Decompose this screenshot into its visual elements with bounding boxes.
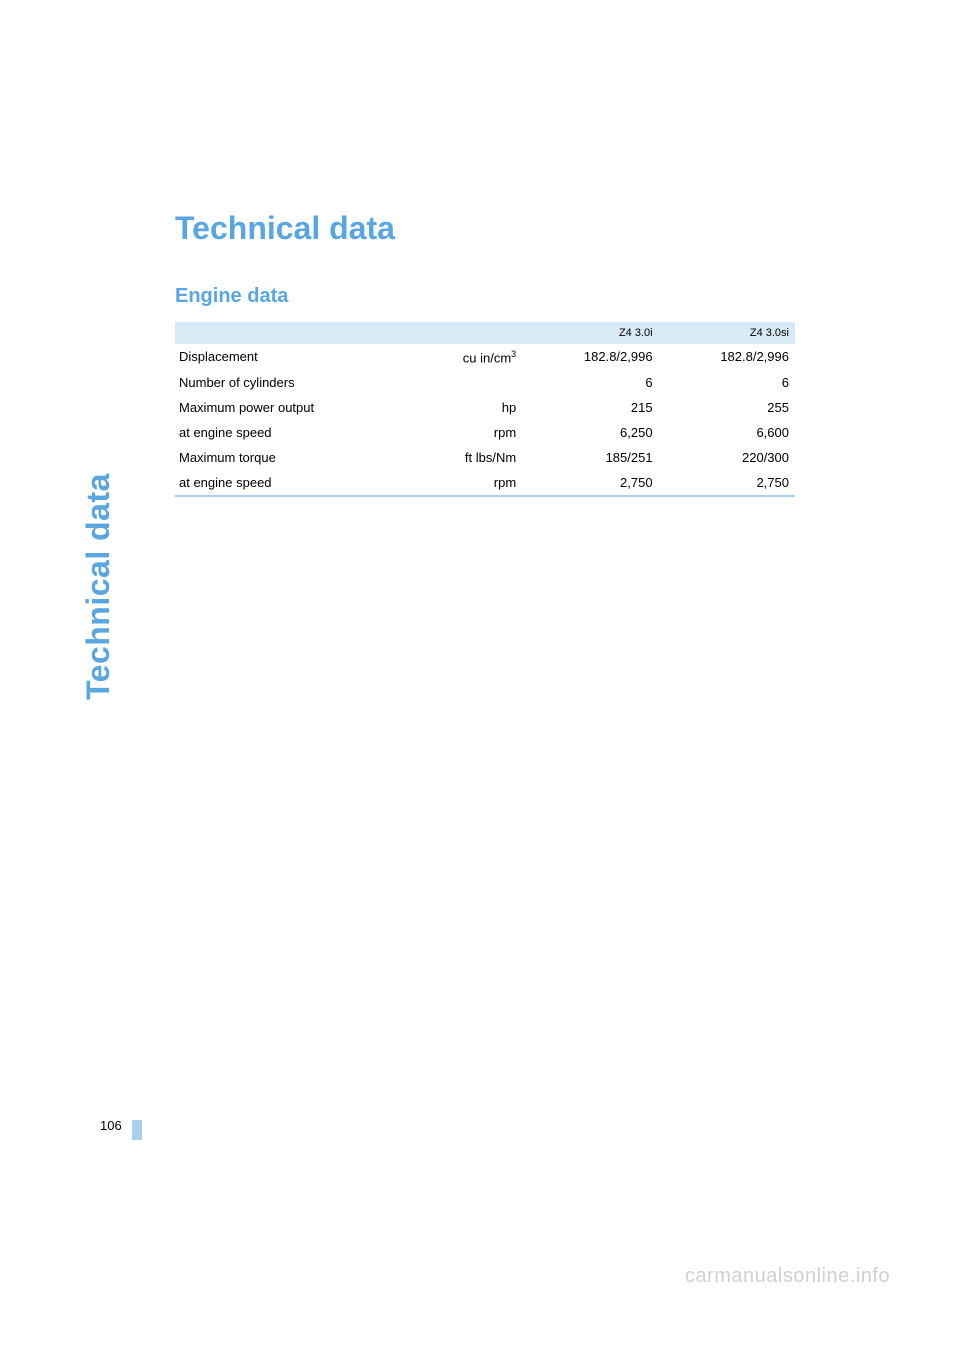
table-cell-value: 255: [659, 395, 795, 420]
table-cell-value: 220/300: [659, 445, 795, 470]
unit-text: cu in/cm: [463, 350, 511, 365]
table-header-cell: Z4 3.0i: [522, 322, 658, 344]
table-header-row: Z4 3.0i Z4 3.0si: [175, 322, 795, 344]
table-row: Number of cylinders 6 6: [175, 370, 795, 395]
table-row: at engine speed rpm 6,250 6,600: [175, 420, 795, 445]
table-row: Displacement cu in/cm3 182.8/2,996 182.8…: [175, 344, 795, 370]
sidebar-section-title: Technical data: [80, 473, 117, 700]
table-cell-unit: cu in/cm3: [411, 344, 523, 370]
table-cell-value: 6: [659, 370, 795, 395]
table-cell-unit: rpm: [411, 420, 523, 445]
table-cell-label: Displacement: [175, 344, 411, 370]
table-cell-label: at engine speed: [175, 470, 411, 496]
page-title: Technical data: [175, 210, 795, 247]
table-cell-value: 182.8/2,996: [659, 344, 795, 370]
table-cell-value: 2,750: [522, 470, 658, 496]
table-cell-value: 185/251: [522, 445, 658, 470]
unit-superscript: 3: [511, 349, 516, 359]
main-content: Technical data Engine data Z4 3.0i Z4 3.…: [175, 210, 795, 497]
table-header-cell: Z4 3.0si: [659, 322, 795, 344]
table-row: Maximum power output hp 215 255: [175, 395, 795, 420]
table-row: at engine speed rpm 2,750 2,750: [175, 470, 795, 496]
page-marker: [132, 1120, 142, 1140]
table-header-cell: [411, 322, 523, 344]
table-cell-value: 6: [522, 370, 658, 395]
table-row: Maximum torque ft lbs/Nm 185/251 220/300: [175, 445, 795, 470]
engine-data-table: Z4 3.0i Z4 3.0si Displacement cu in/cm3 …: [175, 322, 795, 497]
table-cell-unit: hp: [411, 395, 523, 420]
section-title: Engine data: [175, 285, 795, 308]
table-cell-unit: ft lbs/Nm: [411, 445, 523, 470]
page-number: 106: [100, 1118, 122, 1133]
table-cell-unit: rpm: [411, 470, 523, 496]
table-cell-value: 6,250: [522, 420, 658, 445]
watermark-text: carmanualsonline.info: [685, 1265, 890, 1288]
table-cell-value: 2,750: [659, 470, 795, 496]
table-cell-label: Maximum power output: [175, 395, 411, 420]
table-cell-value: 6,600: [659, 420, 795, 445]
table-header-cell: [175, 322, 411, 344]
table-cell-label: Maximum torque: [175, 445, 411, 470]
table-cell-value: 215: [522, 395, 658, 420]
table-cell-label: Number of cylinders: [175, 370, 411, 395]
table-cell-unit: [411, 370, 523, 395]
table-cell-label: at engine speed: [175, 420, 411, 445]
table-cell-value: 182.8/2,996: [522, 344, 658, 370]
